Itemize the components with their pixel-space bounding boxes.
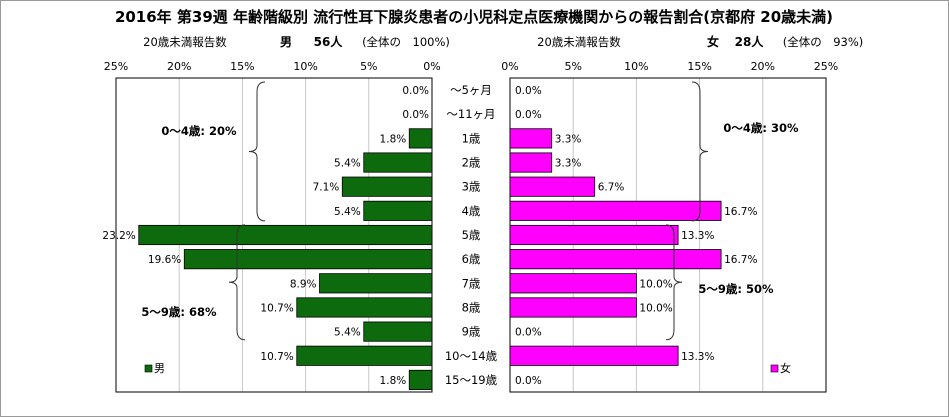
category-label: 5歳 [462, 228, 481, 242]
female-data-label: 10.0% [639, 278, 672, 290]
male-xtick-label: 15% [230, 60, 254, 73]
legend-female-label: 女 [780, 361, 791, 375]
male-data-label: 10.7% [260, 351, 293, 363]
female-data-label: 0.0% [515, 109, 542, 121]
female-xtick-label: 25% [814, 60, 838, 73]
chart-title: 2016年 第39週 年齢階級別 流行性耳下腺炎患者の小児科定点医療機関からの報… [115, 8, 833, 26]
female-xtick-label: 5% [564, 60, 581, 73]
male-data-label: 5.4% [334, 327, 361, 339]
male-data-label: 8.9% [290, 278, 317, 290]
category-label: 7歳 [462, 276, 481, 290]
male-share-label: (全体の 100%) [362, 35, 450, 49]
male-data-label: 5.4% [334, 206, 361, 218]
category-label: 4歳 [462, 204, 481, 218]
female-data-label: 6.7% [598, 182, 625, 194]
male-count-label: 56人 [314, 34, 344, 49]
male-xtick-label: 25% [104, 60, 128, 73]
female-bar [509, 224, 679, 246]
female-data-label: 13.3% [681, 230, 714, 242]
male-bar [296, 345, 433, 366]
female-0-4-annotation: 0～4歳: 30% [723, 121, 799, 135]
category-label: 10～14歳 [445, 349, 498, 363]
female-data-label: 16.7% [724, 254, 757, 266]
male-data-label: 23.2% [102, 230, 135, 242]
female-sex-label: 女 [707, 34, 719, 49]
male-sex-label: 男 [280, 35, 292, 49]
female-data-label: 10.0% [639, 302, 672, 314]
female-data-label: 3.3% [555, 158, 582, 170]
category-label: 15～19歳 [445, 373, 498, 387]
female-data-label: 0.0% [515, 85, 542, 97]
male-data-label: 1.8% [380, 375, 407, 387]
female-bar [509, 152, 553, 173]
category-label: 1歳 [462, 131, 481, 145]
category-label: 8歳 [462, 300, 481, 314]
female-bar [509, 176, 596, 197]
male-data-label: 10.7% [260, 302, 293, 314]
female-share-label: (全体の 93%) [783, 35, 864, 49]
male-data-label: 1.8% [380, 133, 407, 145]
female-5-9-annotation: 5～9歳: 50% [698, 282, 774, 296]
legend-male-label: 男 [154, 362, 165, 375]
male-data-label: 7.1% [313, 182, 340, 194]
male-data-label: 5.4% [334, 158, 361, 170]
male-xtick-label: 10% [293, 60, 317, 73]
category-label: ～5ヶ月 [450, 83, 492, 97]
female-data-label: 0.0% [515, 327, 542, 339]
male-data-label: 0.0% [402, 109, 429, 121]
male-xtick-label: 5% [360, 60, 377, 73]
male-bar [408, 128, 433, 149]
female-caption: 20歳未満報告数 [537, 35, 621, 49]
category-label: ～11ヶ月 [446, 107, 495, 121]
male-bar [341, 176, 433, 197]
female-count-label: 28人 [735, 34, 765, 49]
female-0-4-brace [691, 81, 709, 222]
female-bar [509, 128, 553, 149]
male-bar [138, 224, 433, 246]
category-label: 3歳 [462, 180, 481, 194]
female-xtick-label: 15% [687, 60, 711, 73]
female-bar [509, 273, 637, 294]
category-label: 2歳 [462, 156, 481, 170]
male-xtick-label: 20% [167, 60, 191, 73]
male-0-4-brace [248, 81, 266, 222]
female-data-label: 3.3% [555, 133, 582, 145]
female-xtick-label: 20% [751, 60, 775, 73]
female-5-9-brace [665, 224, 683, 341]
male-bar [363, 200, 433, 221]
female-data-label: 13.3% [681, 351, 714, 363]
male-bar [183, 249, 433, 270]
male-bar [408, 369, 433, 390]
female-bar [509, 200, 722, 221]
male-data-label: 19.6% [148, 254, 181, 266]
male-5-9-brace [228, 224, 246, 341]
female-bar [509, 345, 679, 366]
female-xtick-label: 10% [624, 60, 648, 73]
male-bar [319, 273, 433, 294]
male-data-label: 0.0% [402, 85, 429, 97]
legend-male-swatch [144, 364, 153, 373]
category-label: 9歳 [462, 325, 481, 339]
female-data-label: 0.0% [515, 375, 542, 387]
male-0-4-annotation: 0～4歳: 20% [161, 124, 237, 138]
legend-female-swatch [770, 364, 779, 373]
male-xtick-label: 0% [423, 60, 440, 73]
male-caption: 20歳未満報告数 [143, 35, 227, 49]
female-bar [509, 297, 637, 318]
female-xtick-label: 0% [501, 60, 518, 73]
male-bar [363, 321, 433, 342]
female-data-label: 16.7% [724, 206, 757, 218]
category-label: 6歳 [462, 252, 481, 266]
male-bar [296, 297, 433, 318]
male-bar [363, 152, 433, 173]
male-5-9-annotation: 5～9歳: 68% [141, 305, 217, 319]
female-bar [509, 249, 722, 270]
